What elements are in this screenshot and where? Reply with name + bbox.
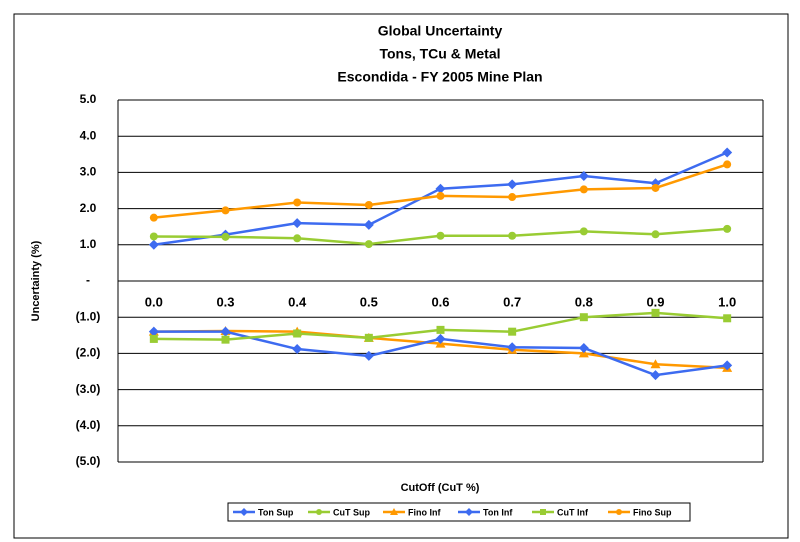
y-tick-label: (3.0) <box>76 382 101 396</box>
x-tick-label: 0.8 <box>575 294 593 309</box>
marker <box>436 325 445 334</box>
marker <box>292 218 303 229</box>
legend-label: CuT Inf <box>557 507 589 517</box>
x-tick-label: 0.0 <box>145 294 163 309</box>
marker <box>221 206 230 215</box>
marker <box>723 224 732 233</box>
x-axis-label: CutOff (CuT %) <box>401 482 480 494</box>
marker <box>579 185 588 194</box>
marker <box>579 227 588 236</box>
chart-title: Escondida - FY 2005 Mine Plan <box>337 69 542 85</box>
marker <box>650 370 661 381</box>
marker <box>507 179 518 190</box>
y-tick-label: 2.0 <box>80 201 97 215</box>
y-tick-label: - <box>86 273 90 287</box>
chart-title: Global Uncertainty <box>378 23 503 39</box>
marker <box>435 183 446 194</box>
x-tick-label: 0.7 <box>503 294 521 309</box>
x-tick-label: 0.9 <box>646 294 664 309</box>
marker <box>723 314 732 323</box>
x-tick-label: 1.0 <box>718 294 736 309</box>
marker <box>221 232 230 241</box>
chart-title: Tons, TCu & Metal <box>379 46 500 62</box>
legend-label: Fino Sup <box>633 507 672 517</box>
marker <box>364 200 373 209</box>
marker <box>240 508 248 516</box>
marker <box>149 334 158 343</box>
legend-label: CuT Sup <box>333 507 370 517</box>
marker <box>390 508 398 515</box>
marker <box>508 231 517 240</box>
y-tick-label: (5.0) <box>76 454 101 468</box>
marker <box>722 360 733 371</box>
marker <box>579 313 588 322</box>
marker <box>507 342 518 353</box>
marker <box>723 160 732 169</box>
marker <box>149 232 158 241</box>
marker <box>651 183 660 192</box>
marker <box>364 333 373 342</box>
x-tick-label: 0.4 <box>288 294 307 309</box>
legend-label: Ton Inf <box>483 507 513 517</box>
y-tick-label: (1.0) <box>76 309 101 323</box>
y-tick-label: 1.0 <box>80 237 97 251</box>
marker <box>650 359 661 369</box>
marker <box>616 509 622 515</box>
chart-frame <box>13 13 789 539</box>
marker <box>316 509 322 515</box>
y-tick-label: (2.0) <box>76 346 101 360</box>
marker <box>220 326 231 337</box>
marker <box>363 350 374 361</box>
y-tick-label: 5.0 <box>80 92 97 106</box>
legend-label: Ton Sup <box>258 507 294 517</box>
marker <box>293 329 302 338</box>
marker <box>293 198 302 207</box>
x-tick-label: 0.6 <box>431 294 449 309</box>
marker <box>651 230 660 239</box>
y-tick-label: 4.0 <box>80 128 97 142</box>
marker <box>465 508 473 516</box>
marker <box>578 171 589 182</box>
marker <box>364 240 373 249</box>
marker <box>148 326 159 337</box>
marker <box>363 219 374 230</box>
marker <box>578 342 589 353</box>
x-tick-label: 0.5 <box>360 294 378 309</box>
marker <box>293 234 302 243</box>
marker <box>540 509 546 515</box>
marker <box>436 191 445 200</box>
marker <box>436 231 445 240</box>
marker <box>508 327 517 336</box>
marker <box>508 193 517 202</box>
marker <box>149 213 158 222</box>
y-tick-label: (4.0) <box>76 418 101 432</box>
marker <box>292 344 303 355</box>
marker <box>435 333 446 344</box>
legend-label: Fino Inf <box>408 507 441 517</box>
marker <box>722 147 733 158</box>
marker <box>148 239 159 250</box>
x-tick-label: 0.3 <box>216 294 234 309</box>
marker <box>651 308 660 317</box>
marker <box>221 335 230 344</box>
y-axis-label: Uncertainty (%) <box>30 240 42 321</box>
y-tick-label: 3.0 <box>80 165 97 179</box>
